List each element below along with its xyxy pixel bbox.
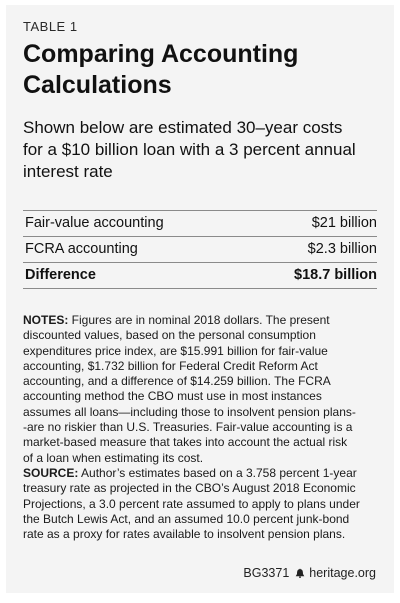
cost-table: Fair-value accounting $21 billion FCRA a… (23, 210, 377, 289)
row-label: Fair-value accounting (25, 215, 164, 231)
source-line: treasury rate as projected in the CBO’s … (23, 481, 356, 496)
row-value: $2.3 billion (307, 241, 377, 257)
notes-line: assumes all loans—including those to ins… (23, 404, 356, 419)
subtitle-line: interest rate (23, 162, 113, 181)
source-line: Projections, a 3.0 percent rate assumed … (23, 496, 360, 511)
notes-block: NOTES: Figures are in nominal 2018 dolla… (23, 313, 379, 542)
table-row: Fair-value accounting $21 billion (23, 210, 377, 236)
table-row: FCRA accounting $2.3 billion (23, 236, 377, 262)
table-kicker: TABLE 1 (23, 19, 78, 34)
source-text: Author’s estimates based on a 3.758 perc… (78, 465, 357, 480)
total-label: Difference (25, 267, 96, 283)
notes-line: expenditures price index, are $15.991 bi… (23, 343, 328, 358)
footer-credit: BG3371 heritage.org (243, 566, 376, 580)
notes-text: Figures are in nominal 2018 dollars. The… (68, 313, 330, 327)
source-line: the Butch Lewis Act, and an assumed 10.0… (23, 511, 350, 526)
notes-line: accounting method the CBO must use in mo… (23, 389, 322, 404)
notes-line: -are no riskier than U.S. Treasuries. Fa… (23, 420, 353, 435)
notes-line: of a loan when estimating its cost. (23, 450, 204, 465)
source-line: rate as a proxy for rates available to i… (23, 527, 346, 542)
page-title: Comparing Accounting Calculations (23, 39, 373, 101)
total-row: Difference $18.7 billion (23, 262, 377, 289)
liberty-bell-icon (295, 567, 305, 578)
notes-line: accounting, and a difference of $14.259 … (23, 374, 331, 389)
source-label: SOURCE: (23, 465, 79, 480)
report-code: BG3371 (243, 566, 290, 580)
row-value: $21 billion (311, 215, 377, 231)
notes-line: accounting, $1.732 billion for Federal C… (23, 358, 318, 373)
total-value: $18.7 billion (294, 267, 377, 283)
table-card: TABLE 1 Comparing Accounting Calculation… (6, 5, 394, 593)
source-line: SOURCE: Author’s estimates based on a 3.… (23, 466, 379, 481)
notes-line: NOTES: Figures are in nominal 2018 dolla… (23, 313, 379, 328)
notes-label: NOTES: (23, 313, 69, 327)
row-label: FCRA accounting (25, 241, 138, 257)
subtitle: Shown below are estimated 30–year costs … (23, 117, 378, 183)
notes-line: market-based measure that takes into acc… (23, 435, 348, 450)
subtitle-line: for a $10 billion loan with a 3 percent … (23, 140, 356, 159)
title-line: Comparing Accounting (23, 40, 299, 68)
site-link[interactable]: heritage.org (309, 566, 376, 580)
title-line: Calculations (23, 71, 172, 99)
notes-line: discounted values, based on the personal… (23, 328, 316, 343)
subtitle-line: Shown below are estimated 30–year costs (23, 118, 343, 137)
